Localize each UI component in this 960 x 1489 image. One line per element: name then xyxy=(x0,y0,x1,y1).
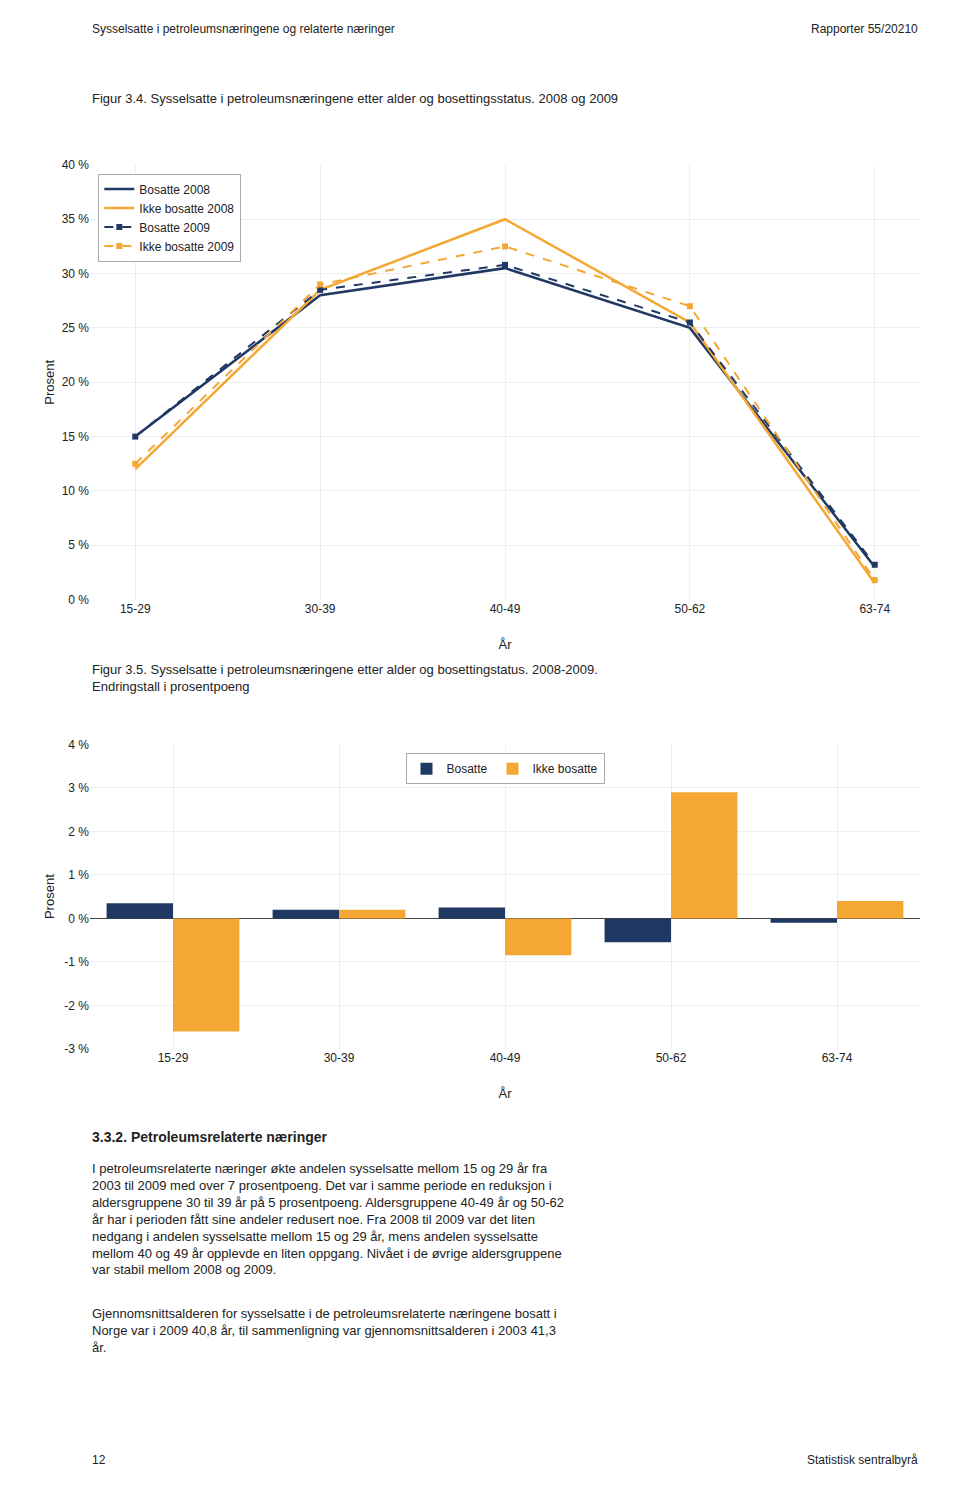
svg-text:Rapporter 55/20210: Rapporter 55/20210 xyxy=(811,22,918,36)
svg-text:63-74: 63-74 xyxy=(822,1051,853,1065)
svg-text:Statistisk sentralbyrå: Statistisk sentralbyrå xyxy=(807,1453,918,1467)
svg-text:3 %: 3 % xyxy=(68,781,89,795)
svg-text:5 %: 5 % xyxy=(68,538,89,552)
svg-text:4 %: 4 % xyxy=(68,738,89,752)
svg-text:50-62: 50-62 xyxy=(675,602,706,616)
svg-text:15-29: 15-29 xyxy=(158,1051,189,1065)
svg-text:0 %: 0 % xyxy=(68,912,89,926)
svg-text:År: År xyxy=(499,637,513,652)
svg-text:25 %: 25 % xyxy=(62,321,90,335)
svg-text:10 %: 10 % xyxy=(62,484,90,498)
svg-text:Gjennomsnittsalderen for sysse: Gjennomsnittsalderen for sysselsatte i d… xyxy=(92,1306,557,1355)
svg-text:35 %: 35 % xyxy=(62,212,90,226)
svg-text:Bosatte: Bosatte xyxy=(447,762,488,776)
svg-text:63-74: 63-74 xyxy=(859,602,890,616)
svg-text:Bosatte 2009: Bosatte 2009 xyxy=(139,221,210,235)
svg-text:Sysselsatte i petroleumsnæring: Sysselsatte i petroleumsnæringene og rel… xyxy=(92,22,395,36)
svg-text:0 %: 0 % xyxy=(68,593,89,607)
svg-text:Figur 3.4. Sysselsatte i petro: Figur 3.4. Sysselsatte i petroleumsnærin… xyxy=(92,91,618,106)
svg-text:-1 %: -1 % xyxy=(64,955,89,969)
svg-text:I petroleumsrelaterte næringer: I petroleumsrelaterte næringer økte ande… xyxy=(92,1161,564,1277)
svg-text:-2 %: -2 % xyxy=(64,999,89,1013)
svg-text:Figur 3.5. Sysselsatte i petro: Figur 3.5. Sysselsatte i petroleumsnærin… xyxy=(92,662,598,694)
svg-text:12: 12 xyxy=(92,1453,106,1467)
svg-text:30 %: 30 % xyxy=(62,267,90,281)
svg-text:3.3.2. Petroleumsrelaterte nær: 3.3.2. Petroleumsrelaterte næringer xyxy=(92,1129,328,1145)
svg-text:Prosent: Prosent xyxy=(42,359,57,404)
svg-text:40 %: 40 % xyxy=(62,158,90,172)
svg-text:15-29: 15-29 xyxy=(120,602,151,616)
svg-text:Ikke bosatte: Ikke bosatte xyxy=(533,762,598,776)
svg-text:40-49: 40-49 xyxy=(490,1051,521,1065)
svg-text:-3 %: -3 % xyxy=(64,1042,89,1056)
svg-text:30-39: 30-39 xyxy=(324,1051,355,1065)
svg-text:1 %: 1 % xyxy=(68,868,89,882)
svg-text:Bosatte 2008: Bosatte 2008 xyxy=(139,183,210,197)
svg-text:År: År xyxy=(499,1086,513,1101)
svg-text:50-62: 50-62 xyxy=(656,1051,687,1065)
svg-text:2 %: 2 % xyxy=(68,825,89,839)
svg-text:20 %: 20 % xyxy=(62,375,90,389)
svg-text:30-39: 30-39 xyxy=(305,602,336,616)
svg-text:Ikke bosatte 2009: Ikke bosatte 2009 xyxy=(139,240,234,254)
svg-text:Ikke bosatte 2008: Ikke bosatte 2008 xyxy=(139,202,234,216)
svg-text:15 %: 15 % xyxy=(62,430,90,444)
svg-text:Prosent: Prosent xyxy=(42,874,57,919)
svg-text:40-49: 40-49 xyxy=(490,602,521,616)
